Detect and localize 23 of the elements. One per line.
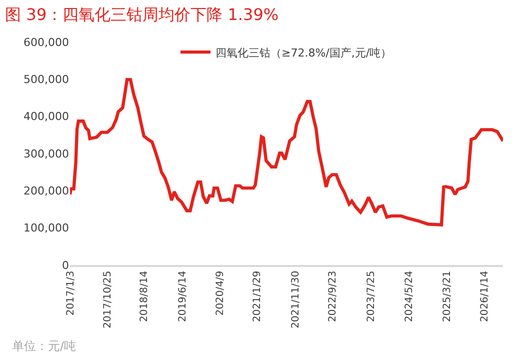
- y-tick-label: 100,000: [24, 222, 69, 235]
- legend-label: 四氧化三钴（≥72.8%/国产,元/吨）: [216, 46, 392, 60]
- y-tick-label: 600,000: [24, 36, 69, 49]
- y-tick-label: 300,000: [24, 147, 69, 160]
- x-tick-label: 2017/10/25: [102, 270, 114, 328]
- x-tick-label: 2025/3/21: [442, 270, 453, 322]
- y-tick-label: 0: [62, 258, 69, 272]
- y-tick-label: 200,000: [24, 184, 69, 198]
- line-series: [70, 78, 503, 226]
- x-tick-label: 2024/5/24: [404, 270, 416, 322]
- x-tick-label: 2019/6/14: [177, 270, 188, 322]
- x-tick-label: 2023/7/25: [366, 270, 377, 322]
- x-tick-label: 2018/8/14: [139, 270, 150, 322]
- chart-title: 图 39：四氧化三钴周均价下降 1.39%: [5, 5, 279, 24]
- x-tick-label: 2026/1/14: [480, 270, 491, 322]
- text: 单位：元/吨: [12, 339, 76, 353]
- x-tick-label: 2021/11/30: [290, 270, 302, 328]
- x-tick-label: 2017/1/3: [65, 270, 76, 316]
- y-tick-label: 500,000: [24, 73, 69, 86]
- x-tick-label: 2021/1/29: [252, 270, 264, 322]
- x-tick-label: 2022/9/23: [328, 270, 339, 322]
- y-tick-label: 400,000: [24, 110, 69, 124]
- x-tick-label: 2020/4/9: [214, 270, 226, 316]
